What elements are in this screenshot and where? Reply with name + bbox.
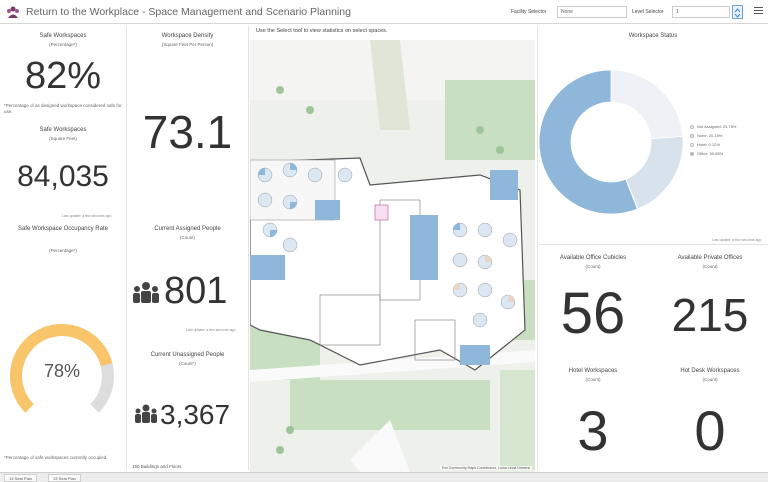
- hotdesk-sub: (Count): [702, 377, 718, 382]
- status-title: Workspace Status: [628, 33, 678, 39]
- unassigned-value: 3,367: [160, 399, 231, 430]
- assigned-updated: Last update: a few seconds ago: [186, 328, 236, 332]
- occupancy-sub: (Percentage*): [49, 248, 77, 253]
- density-label: Workspace Density: [161, 33, 214, 39]
- hotel-label: Hotel Workspaces: [568, 368, 618, 374]
- occupancy-value: 78%: [43, 361, 81, 381]
- legend-swatch: [690, 133, 694, 138]
- legend-item[interactable]: None: 20.15%: [690, 131, 736, 140]
- level-stepper-icon[interactable]: [732, 5, 743, 19]
- density-sub: (Square Feet Per Person): [161, 42, 214, 47]
- safe-pct-sub: (Percentage*): [49, 42, 77, 47]
- hotel-sub: (Count): [585, 377, 601, 382]
- legend-label: Office: 55.98%: [697, 151, 724, 156]
- donut-slice[interactable]: [538, 69, 638, 215]
- assigned-value: 801: [164, 270, 228, 312]
- people-icon: [135, 404, 157, 423]
- cubicles-sub: (Count): [585, 264, 601, 269]
- level-selector-label: Level Selector: [632, 9, 664, 15]
- map-canvas[interactable]: [250, 40, 535, 472]
- bottom-tab-bar: 13 Seat Plan 13 Seat Plan: [0, 472, 768, 482]
- safe-sqft-value: 84,035: [17, 160, 109, 193]
- tab-seat-plan-2[interactable]: 13 Seat Plan: [48, 474, 81, 482]
- level-selector[interactable]: 1: [672, 6, 730, 18]
- hotdesk-label: Hot Desk Workspaces: [680, 368, 740, 374]
- occupancy-caption: *Percentage of safe workspaces currently…: [4, 455, 108, 460]
- private-value: 215: [671, 289, 749, 341]
- cubicles-label: Available Office Cubicles: [559, 255, 627, 261]
- facility-selector[interactable]: None: [557, 6, 627, 18]
- safe-pct-value: 82%: [24, 55, 102, 97]
- unassigned-sub: (Count*): [179, 361, 196, 366]
- safe-sqft-label: Safe Workspaces: [39, 127, 87, 133]
- legend-label: Hotel: 0.12%: [697, 142, 720, 147]
- map-attribution: Esri Community Maps Contributors, Loma L…: [439, 466, 532, 470]
- safe-sqft-updated: Last update: a few seconds ago: [62, 214, 112, 218]
- tab-seat-plan-1[interactable]: 13 Seat Plan: [4, 474, 37, 482]
- legend-swatch: [690, 124, 694, 129]
- private-sub: (Count): [702, 264, 718, 269]
- map-instruction: Use the Select tool to view statistics o…: [256, 28, 388, 34]
- unassigned-label: Current Unassigned People: [150, 352, 225, 358]
- legend-swatch: [690, 142, 694, 147]
- people-icon: [133, 282, 159, 303]
- donut-slice[interactable]: [625, 135, 684, 210]
- app-title: Return to the Workplace - Space Manageme…: [26, 5, 351, 18]
- donut-slice[interactable]: [610, 69, 684, 140]
- legend-item[interactable]: Not Assigned: 23.75%: [690, 122, 736, 131]
- floor-plan-map[interactable]: Esri Community Maps Contributors, Loma L…: [250, 40, 535, 472]
- occupancy-label: Safe Workspace Occupancy Rate: [18, 226, 108, 232]
- building-count: 150 Buildings and Floors: [132, 464, 182, 469]
- legend-label: Not Assigned: 23.75%: [697, 124, 737, 129]
- logo-icon: [5, 4, 21, 20]
- status-legend: Not Assigned: 23.75% None: 20.15% Hotel:…: [690, 122, 736, 158]
- assigned-label: Current Assigned People: [154, 226, 221, 232]
- app-header: Return to the Workplace - Space Manageme…: [0, 0, 768, 24]
- legend-item[interactable]: Hotel: 0.12%: [690, 140, 736, 149]
- private-label: Available Private Offices: [677, 255, 743, 261]
- safe-sqft-sub: (Square Feet): [49, 136, 77, 141]
- safe-pct-label: Safe Workspaces: [39, 33, 87, 39]
- facility-selector-label: Facility Selector: [511, 9, 547, 15]
- hotdesk-value: 0: [694, 399, 726, 462]
- density-value: 73.1: [142, 106, 233, 158]
- legend-swatch: [690, 151, 694, 156]
- status-updated: Last update: a few seconds ago: [712, 238, 762, 242]
- safe-pct-caption: *Percentage of as designed workspace con…: [4, 103, 122, 114]
- hotel-value: 3: [577, 399, 609, 462]
- workspace-status-donut: [538, 69, 684, 215]
- legend-label: None: 20.15%: [697, 133, 723, 138]
- legend-item[interactable]: Office: 55.98%: [690, 149, 736, 158]
- menu-icon[interactable]: [754, 7, 763, 15]
- assigned-sub: (Count): [179, 235, 195, 240]
- cubicles-value: 56: [560, 281, 626, 346]
- occupancy-gauge: [10, 324, 114, 413]
